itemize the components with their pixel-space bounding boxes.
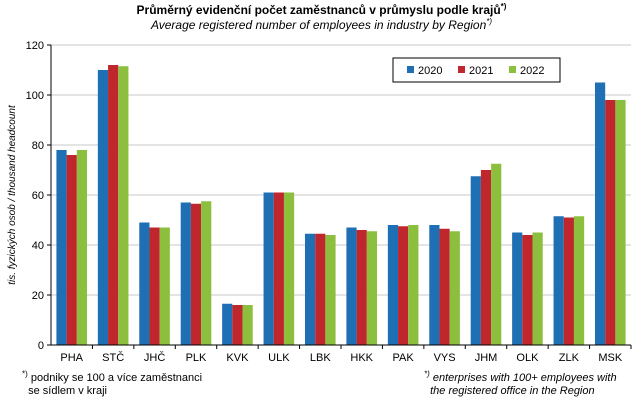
- bar-pha-2020: [56, 150, 67, 345]
- bar-lbk-2021: [315, 233, 326, 345]
- bar-ulk-2021: [273, 192, 284, 345]
- x-tick-label: PAK: [393, 352, 415, 364]
- y-tick-label: 100: [26, 90, 44, 102]
- bar-pha-2021: [66, 155, 77, 345]
- bar-jhm-2022: [491, 163, 502, 345]
- bar-olk-2021: [522, 235, 533, 345]
- bar-kvk-2020: [222, 303, 233, 345]
- bar-jhč-2022: [159, 227, 170, 345]
- bar-zlk-2020: [553, 216, 564, 345]
- bar-vys-2020: [429, 225, 440, 345]
- bar-pak-2021: [398, 226, 409, 345]
- legend-swatch-2021: [458, 66, 465, 73]
- x-tick-label: VYS: [434, 352, 456, 364]
- x-tick-label: LBK: [310, 352, 331, 364]
- footnote-english: *) enterprises with 100+ employees with …: [424, 369, 617, 397]
- bar-kvk-2022: [242, 305, 253, 345]
- legend-swatch-2020: [407, 66, 414, 73]
- bar-hkk-2021: [356, 230, 367, 345]
- bar-hkk-2020: [346, 227, 357, 345]
- bar-jhč-2021: [149, 227, 160, 345]
- bar-plk-2021: [190, 203, 202, 345]
- bar-msk-2020: [594, 82, 606, 345]
- bar-msk-2022: [615, 100, 626, 345]
- y-tick-label: 60: [32, 190, 44, 202]
- legend-label-2021: 2021: [469, 65, 493, 77]
- y-tick-label: 40: [32, 240, 44, 252]
- x-tick-label: JHM: [475, 352, 498, 364]
- bar-stč-2022: [118, 66, 129, 345]
- bar-ulk-2020: [263, 192, 274, 345]
- bar-kvk-2021: [232, 305, 243, 345]
- legend-label-2022: 2022: [520, 65, 544, 77]
- legend-swatch-2022: [509, 66, 516, 73]
- x-tick-label: STČ: [102, 351, 124, 364]
- bar-pak-2020: [387, 225, 399, 345]
- x-tick-label: PLK: [186, 352, 207, 364]
- bar-vys-2021: [439, 228, 450, 345]
- legend: 2020 2021 2022: [392, 57, 561, 83]
- x-tick-label: ULK: [268, 352, 290, 364]
- x-tick-label: JHČ: [144, 351, 165, 364]
- bar-olk-2020: [512, 232, 523, 345]
- x-tick-label: HKK: [350, 352, 373, 364]
- bar-pha-2022: [76, 150, 88, 345]
- y-axis-label: tis. fyzických osob / thousand headcount: [7, 104, 18, 285]
- bar-stč-2021: [108, 65, 119, 345]
- x-tick-label: ZLK: [559, 352, 580, 364]
- y-tick-label: 0: [38, 340, 44, 352]
- y-tick-label: 20: [32, 290, 44, 302]
- bar-ulk-2022: [283, 192, 295, 345]
- x-tick-label: PHA: [60, 352, 83, 364]
- bar-msk-2021: [605, 100, 616, 345]
- y-tick-label: 120: [26, 40, 44, 52]
- x-tick-label: OLK: [516, 352, 539, 364]
- legend-box: [392, 57, 561, 83]
- bar-lbk-2022: [325, 235, 336, 345]
- legend-label-2020: 2020: [418, 65, 442, 77]
- x-tick-label: KVK: [226, 352, 249, 364]
- x-tick-label: MSK: [598, 352, 623, 364]
- bar-stč-2020: [97, 70, 109, 345]
- bar-zlk-2022: [573, 216, 585, 345]
- bar-hkk-2022: [366, 231, 378, 345]
- chart-subtitle: Average registered number of employees i…: [150, 17, 493, 33]
- bar-jhč-2020: [139, 222, 150, 345]
- bar-jhm-2020: [470, 176, 481, 345]
- y-tick-label: 80: [32, 140, 44, 152]
- bar-plk-2022: [201, 201, 212, 345]
- bar-olk-2022: [532, 232, 543, 345]
- bar-zlk-2021: [563, 217, 574, 345]
- footnote-czech: *) podniky se 100 a více zaměstnanci se …: [22, 369, 203, 397]
- bar-jhm-2021: [480, 170, 492, 345]
- bar-lbk-2020: [304, 233, 316, 345]
- bar-vys-2022: [449, 231, 460, 345]
- chart-title: Průměrný evidenční počet zaměstnanců v p…: [136, 2, 507, 18]
- bar-pak-2022: [408, 225, 419, 345]
- bar-plk-2020: [180, 202, 191, 345]
